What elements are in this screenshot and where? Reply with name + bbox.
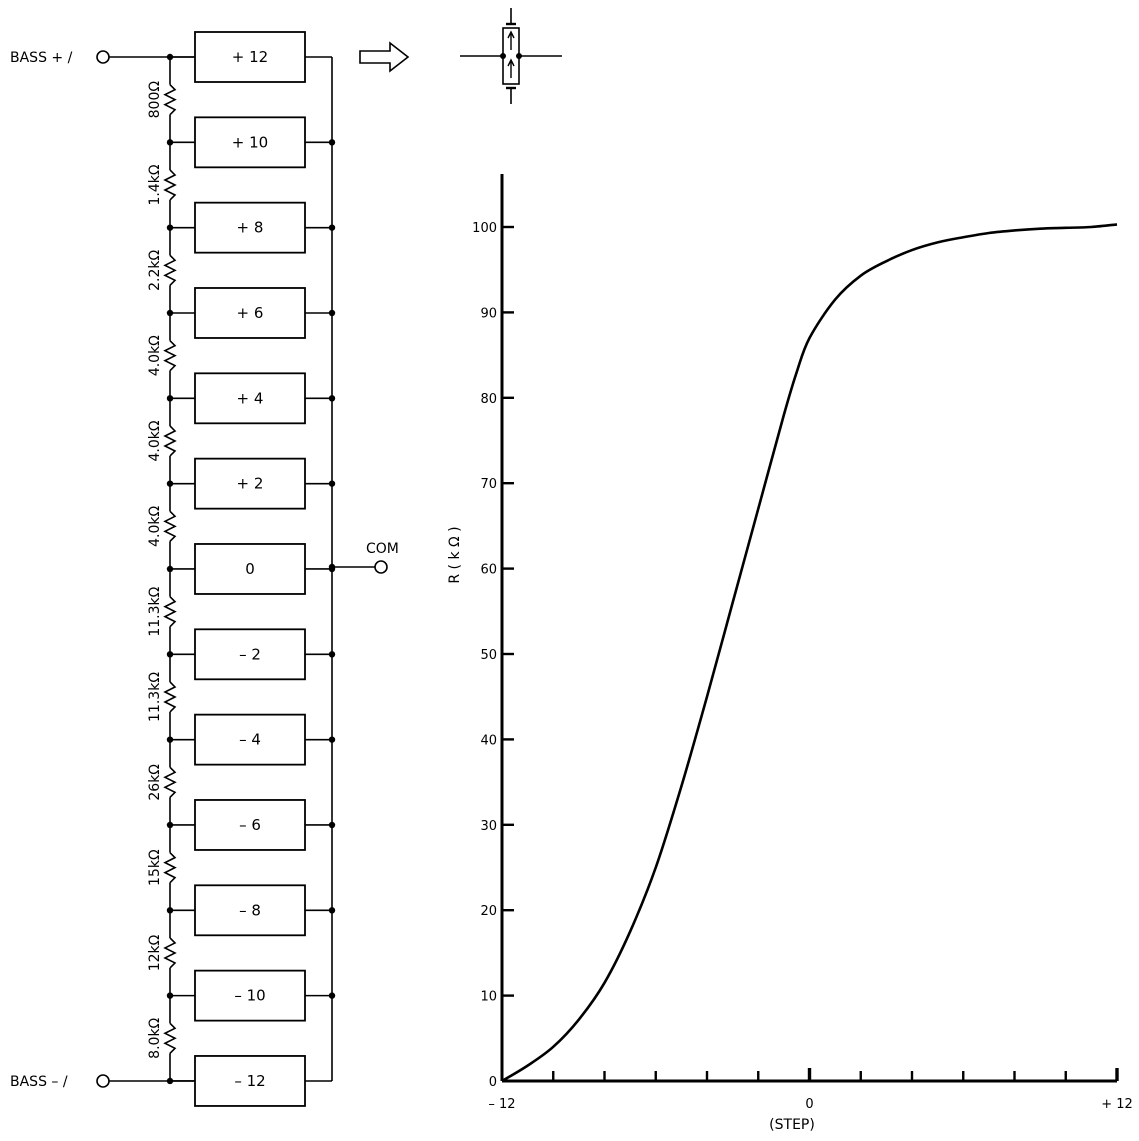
step-label: – 8 xyxy=(239,901,261,919)
resistor-value: 4.0kΩ xyxy=(147,420,163,461)
resistor-icon xyxy=(163,84,177,116)
y-tick-label: 30 xyxy=(480,819,497,834)
switch-contact-icon xyxy=(460,8,562,104)
resistor-icon xyxy=(163,169,177,201)
step-label: – 12 xyxy=(234,1072,265,1090)
resistor-value: 15kΩ xyxy=(147,849,163,886)
terminal-bottom-label: BASS – / xyxy=(10,1074,68,1090)
step-box xyxy=(194,372,306,425)
terminal-top-label: BASS + / xyxy=(10,50,73,66)
step-label: 0 xyxy=(245,560,255,578)
y-tick-label: 60 xyxy=(480,563,497,578)
step-box xyxy=(194,713,306,766)
resistor-value: 12kΩ xyxy=(147,934,163,971)
resistor-icon xyxy=(163,681,177,713)
step-box xyxy=(194,31,306,83)
y-tick-label: 0 xyxy=(489,1075,497,1090)
step-label: – 2 xyxy=(239,645,261,663)
resistor-value: 1.4kΩ xyxy=(147,164,163,205)
step-label: + 6 xyxy=(237,304,264,322)
step-box xyxy=(194,457,306,510)
step-label: + 10 xyxy=(232,133,268,151)
step-box xyxy=(194,543,306,595)
step-label: + 8 xyxy=(237,219,264,237)
resistance-chart: 0 10 20 30 40 50 60 70 80 90 100 – 12 0 + 12 R ( k Ω… xyxy=(447,174,1133,1133)
resistor-icon xyxy=(163,254,177,286)
step-label: + 4 xyxy=(237,389,264,407)
common-terminal-icon xyxy=(374,560,388,574)
step-label: + 12 xyxy=(232,48,268,66)
resistor-value: 4.0kΩ xyxy=(147,505,163,546)
x-axis-label: (STEP) xyxy=(769,1117,815,1133)
resistor-icon xyxy=(163,1022,177,1054)
resistance-curve xyxy=(501,223,1118,1083)
resistor-icon xyxy=(163,852,177,884)
step-label: – 10 xyxy=(234,987,265,1005)
resistor-icon xyxy=(163,425,177,457)
step-box xyxy=(194,116,306,169)
resistor-icon xyxy=(163,596,177,628)
resistor-value: 2.2kΩ xyxy=(147,249,163,290)
step-box xyxy=(194,201,306,254)
resistor-value: 11.3kΩ xyxy=(147,586,163,636)
step-box xyxy=(194,884,306,937)
step-box xyxy=(194,799,306,851)
y-axis-label: R ( k Ω ) xyxy=(447,526,463,583)
y-tick-label: 20 xyxy=(480,904,497,919)
terminal-top-icon xyxy=(96,50,110,64)
x-tick-label: 0 xyxy=(805,1097,813,1112)
y-tick-label: 90 xyxy=(480,306,497,321)
x-tick-label: – 12 xyxy=(488,1097,515,1112)
y-tick-label: 70 xyxy=(480,477,497,492)
resistor-icon xyxy=(163,340,177,372)
hollow-right-arrow-icon xyxy=(359,41,410,73)
resistor-icon xyxy=(163,510,177,542)
y-tick-label: 100 xyxy=(472,221,497,236)
resistor-value: 4.0kΩ xyxy=(147,335,163,376)
step-label: + 2 xyxy=(237,475,264,493)
y-tick-label: 10 xyxy=(480,990,497,1005)
x-tick-label: + 12 xyxy=(1101,1097,1133,1112)
common-label: COM xyxy=(366,541,399,557)
step-box xyxy=(194,287,306,339)
y-tick-label: 40 xyxy=(480,733,497,748)
terminal-bottom-icon xyxy=(96,1074,110,1088)
resistor-value: 8.0kΩ xyxy=(147,1017,163,1058)
y-tick-label: 80 xyxy=(480,392,497,407)
ladder-circuit: BASS + / BASS – / COM + 12 + 10 + 8 + 6 + 4 +… xyxy=(10,31,399,1107)
step-box xyxy=(194,628,306,681)
resistor-icon xyxy=(163,766,177,798)
step-label: – 6 xyxy=(239,816,261,834)
resistor-value: 800Ω xyxy=(147,81,163,119)
y-tick-label: 50 xyxy=(480,648,497,663)
resistor-value: 11.3kΩ xyxy=(147,672,163,722)
step-box xyxy=(194,1055,306,1107)
step-label: – 4 xyxy=(239,731,261,749)
step-box xyxy=(194,969,306,1022)
resistor-icon xyxy=(163,937,177,969)
resistor-value: 26kΩ xyxy=(147,764,163,801)
